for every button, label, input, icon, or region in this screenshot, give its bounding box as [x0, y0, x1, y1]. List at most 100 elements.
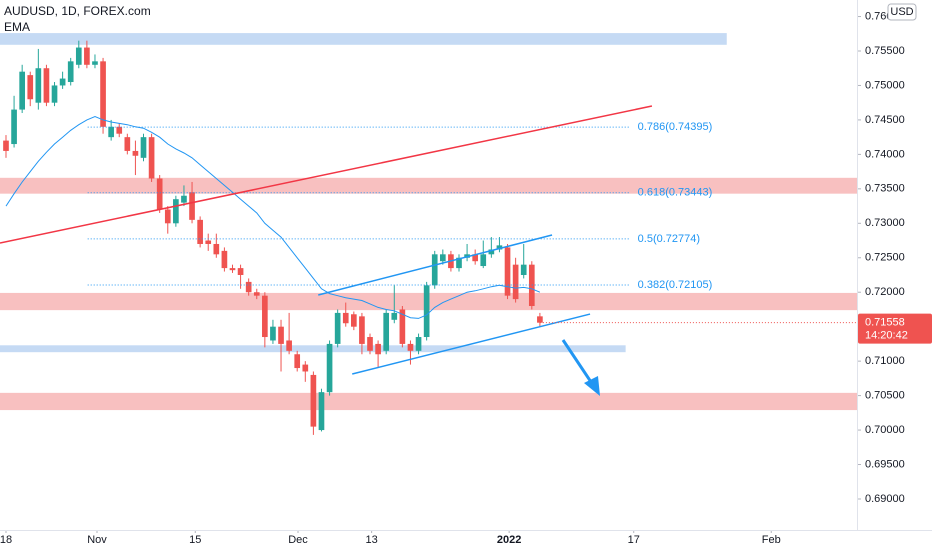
candle-body [391, 312, 398, 320]
candle-body [35, 68, 42, 103]
zone [0, 33, 727, 45]
trend-line [352, 313, 591, 375]
candle-body [148, 137, 155, 179]
candle-body [496, 245, 503, 250]
x-tick-label: 17 [628, 534, 640, 546]
candle-body [326, 343, 333, 393]
x-tick-label: Feb [762, 534, 781, 546]
candle-body [189, 192, 195, 220]
y-tick-label: 0.74500 [865, 114, 905, 126]
y-tick-label: 0.69000 [865, 493, 905, 505]
candle-body [124, 137, 131, 151]
candle-body [237, 268, 244, 275]
x-tick-label: 18 [0, 534, 12, 546]
y-tick-label: 0.70500 [865, 390, 905, 402]
candle-body [229, 268, 236, 271]
candle-body [472, 254, 479, 262]
candle-body [173, 199, 179, 224]
candle-body [132, 150, 139, 156]
candle-body [310, 374, 317, 427]
fib-label: 0.618(0.73443) [638, 187, 713, 199]
fib-label: 0.786(0.74395) [638, 121, 713, 133]
candle-body [302, 364, 309, 372]
candle-body [205, 240, 212, 244]
candle-body [213, 243, 220, 255]
y-tick-label: 0.74000 [865, 148, 905, 160]
fib-label: 0.5(0.72774) [638, 233, 700, 245]
candle-body [375, 343, 381, 355]
zone [0, 177, 857, 194]
candle-body [359, 316, 365, 344]
ema-line [5, 115, 541, 319]
arrow-head [584, 376, 600, 396]
arrow-shaft [561, 339, 595, 386]
currency-label[interactable]: USD [890, 6, 913, 18]
candle-body [19, 71, 25, 110]
candle-body [318, 392, 325, 431]
candle-body [197, 219, 203, 244]
candle-body [67, 61, 74, 83]
candle-body [43, 68, 50, 103]
candle-body [294, 354, 301, 369]
y-tick-label: 0.75000 [865, 79, 905, 91]
candle-body [520, 264, 527, 275]
candle-body [334, 312, 341, 344]
y-tick-label: 0.73000 [865, 217, 905, 229]
candle-body [27, 75, 34, 100]
candle-body [399, 309, 406, 344]
last-price-box [858, 313, 932, 344]
y-tick-label: 0.69500 [865, 458, 905, 470]
candle-body [100, 61, 106, 127]
candle-body [156, 178, 163, 210]
countdown-label: 14:20:42 [865, 330, 908, 342]
candle-body [480, 254, 487, 267]
x-tick-label: Dec [288, 534, 308, 546]
candle-body [342, 312, 349, 324]
candle-body [59, 78, 66, 86]
y-tick-label: 0.71000 [865, 355, 905, 367]
y-tick-label: 0.72000 [865, 286, 905, 298]
candle-body [108, 126, 114, 138]
zone [0, 345, 626, 353]
x-tick-label: 2022 [497, 534, 521, 546]
x-tick-label: Nov [87, 534, 107, 546]
candle-body [415, 337, 422, 351]
trend-line [318, 234, 553, 296]
candle-body [512, 264, 519, 300]
currency-box[interactable] [887, 3, 917, 21]
candle-body [351, 314, 357, 327]
candle-body [181, 195, 187, 203]
zone [0, 392, 857, 411]
y-tick-label: 0.72500 [865, 252, 905, 264]
candle-body [439, 254, 446, 262]
y-tick-label: 0.75500 [865, 45, 905, 57]
candle-body [278, 326, 284, 344]
candle-body [116, 126, 123, 134]
candle-body [84, 47, 90, 65]
candle-body [3, 140, 9, 151]
candle-body [456, 257, 462, 269]
candle-body [383, 312, 390, 351]
last-price-label: 0.71558 [865, 317, 905, 329]
x-tick-label: 13 [366, 534, 378, 546]
candle-body [164, 209, 171, 224]
y-tick-label: 0.70000 [865, 424, 905, 436]
candle-body [537, 316, 543, 323]
fib-label: 0.382(0.72105) [638, 279, 713, 291]
candle-body [431, 254, 438, 286]
candle-body [221, 250, 228, 269]
candle-body [253, 292, 260, 296]
candle-body [367, 337, 373, 351]
candle-body [286, 340, 292, 351]
candle-body [407, 343, 414, 351]
candle-body [262, 295, 268, 338]
candle-body [504, 247, 511, 296]
candle-body [92, 61, 98, 65]
candle-body [245, 281, 252, 293]
trend-line [0, 105, 653, 244]
y-tick-label: 0.73500 [865, 183, 905, 195]
candle-body [11, 109, 17, 145]
indicator-label: EMA [4, 20, 30, 34]
